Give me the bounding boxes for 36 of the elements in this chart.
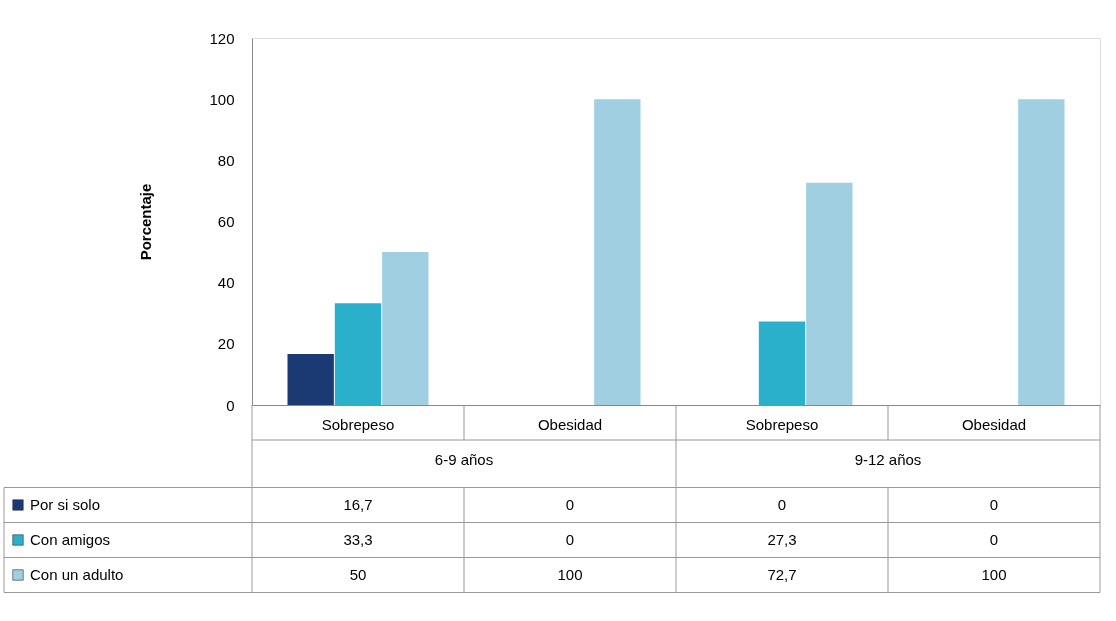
y-tick-label: 80: [217, 151, 235, 169]
x-tick-label: Obesidad: [961, 415, 1027, 433]
data-label: 72,7: [767, 566, 797, 583]
data-label: 16,7: [343, 496, 373, 513]
bar: [287, 353, 334, 405]
data-label: 27,3: [767, 531, 797, 548]
y-tick-label: 20: [217, 335, 235, 353]
bar: [594, 99, 641, 405]
legend-label: Por si solo: [30, 496, 101, 513]
data-label: 0: [777, 496, 787, 513]
x-tick-label: Sobrepeso: [745, 415, 819, 433]
data-label: 0: [989, 496, 999, 513]
data-label: 50: [349, 566, 367, 583]
y-axis-title: Porcentaje: [137, 183, 155, 261]
bar: [382, 252, 429, 405]
x-tick-label: Obesidad: [537, 415, 603, 433]
data-label: 100: [557, 566, 583, 583]
x-tick-label: Sobrepeso: [321, 415, 395, 433]
data-label: 0: [565, 496, 575, 513]
data-label: 0: [565, 531, 575, 548]
bar: [334, 303, 382, 405]
data-label: 33,3: [343, 531, 373, 548]
legend-label: Con un adulto: [30, 566, 124, 583]
y-tick-label: 0: [226, 396, 235, 414]
text: 9-12 años: [854, 451, 922, 468]
legend-label: Con amigos: [30, 531, 111, 548]
y-tick-label: 60: [217, 213, 235, 230]
y-tick-label: 100: [209, 90, 235, 108]
bar: [1018, 99, 1065, 405]
data-label: 0: [989, 531, 999, 548]
data-label: 100: [981, 566, 1007, 583]
bar: [806, 182, 853, 405]
y-tick-label: 40: [217, 274, 235, 292]
y-tick-label: 120: [209, 29, 235, 47]
text: 6-9 años: [434, 451, 494, 468]
bar: [758, 321, 806, 405]
